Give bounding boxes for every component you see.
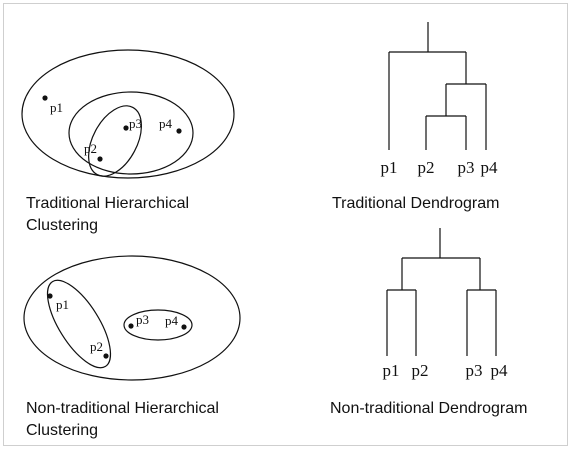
point-label-p4: p4 xyxy=(159,116,173,131)
caption-line: Non-traditional Dendrogram xyxy=(330,400,528,417)
caption-traditional-dendrogram: Traditional Dendrogram xyxy=(332,193,499,215)
leaf-label-p2: p2 xyxy=(412,361,429,380)
point-dot-p3 xyxy=(123,125,129,131)
cluster-outer-ellipse-2 xyxy=(23,255,241,381)
cluster-p1-p2-ellipse xyxy=(46,279,112,369)
nontraditional-dendrogram xyxy=(386,228,497,356)
point-label-p2: p2 xyxy=(84,141,97,156)
leaf-label-p4: p4 xyxy=(481,158,499,177)
point-dot-p4 xyxy=(176,128,182,134)
caption-nontraditional-dendrogram: Non-traditional Dendrogram xyxy=(330,398,527,420)
point-label-p4: p4 xyxy=(165,313,179,328)
point-label-p1: p1 xyxy=(56,297,69,312)
leaf-label-p1: p1 xyxy=(383,361,400,380)
point-dot-p2 xyxy=(97,156,103,162)
caption-line: Traditional Hierarchical xyxy=(26,195,190,212)
point-label-p3: p3 xyxy=(136,312,149,327)
traditional-dendrogram xyxy=(388,22,487,150)
point-dot-p3 xyxy=(128,323,134,329)
caption-line: Non-traditional Hierarchical xyxy=(26,400,219,417)
leaf-label-p4: p4 xyxy=(491,361,509,380)
point-dot-p4 xyxy=(181,324,187,330)
caption-traditional-clustering: Traditional Hierarchical Clustering xyxy=(26,193,189,237)
caption-line: Clustering xyxy=(26,217,99,234)
cluster-p2-p3-p4-ellipse xyxy=(68,91,194,175)
figure-border xyxy=(3,3,568,446)
point-dot-p1 xyxy=(42,95,48,101)
leaf-label-p3: p3 xyxy=(466,361,483,380)
caption-line: Traditional Dendrogram xyxy=(332,195,500,212)
point-dot-p2 xyxy=(103,353,109,359)
caption-line: Clustering xyxy=(26,422,99,439)
point-label-p3: p3 xyxy=(129,116,142,131)
point-label-p2: p2 xyxy=(90,339,103,354)
leaf-label-p1: p1 xyxy=(381,158,398,177)
leaf-label-p3: p3 xyxy=(458,158,475,177)
leaf-label-p2: p2 xyxy=(418,158,435,177)
point-label-p1: p1 xyxy=(50,100,63,115)
cluster-p2-p3-ellipse xyxy=(88,105,142,177)
point-dot-p1 xyxy=(47,293,53,299)
caption-nontraditional-clustering: Non-traditional Hierarchical Clustering xyxy=(26,398,219,442)
cluster-p3-p4-ellipse xyxy=(123,309,193,341)
cluster-outer-ellipse xyxy=(21,49,235,179)
